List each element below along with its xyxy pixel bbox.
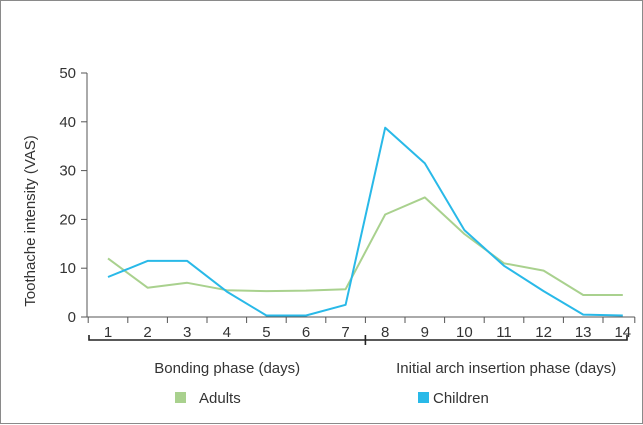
legend-swatch-children (418, 392, 429, 403)
x-tick-label: 9 (421, 324, 429, 341)
legend-label-children: Children (433, 390, 489, 407)
x-tick-label: 5 (262, 324, 270, 341)
x-tick-label: 12 (535, 324, 552, 341)
series-line-children (107, 126, 623, 317)
y-axis-title: Toothache intensity (VAS) (22, 135, 39, 306)
series-line-adults (107, 196, 623, 296)
x-tick-label: 7 (341, 324, 349, 341)
x-tick-label: 14 (614, 324, 631, 341)
legend-swatch-adults (175, 392, 186, 403)
x-tick-label: 1 (104, 324, 112, 341)
x-tick-label: 11 (496, 324, 512, 341)
y-tick-label: 10 (59, 260, 76, 277)
x-tick-label: 8 (381, 324, 389, 341)
phase-bracket (88, 335, 628, 341)
phase-label-arch-insertion: Initial arch insertion phase (days) (396, 360, 616, 377)
x-tick-label: 3 (183, 324, 191, 341)
y-tick-label: 30 (59, 163, 76, 180)
x-tick-label: 13 (575, 324, 592, 341)
y-tick-label: 40 (59, 114, 76, 131)
y-tick-label: 50 (59, 65, 76, 82)
legend-label-adults: Adults (199, 390, 241, 407)
x-tick-label: 10 (456, 324, 473, 341)
y-tick-label: 0 (68, 309, 76, 326)
x-tick-label: 6 (302, 324, 310, 341)
phase-label-bonding: Bonding phase (days) (154, 360, 300, 377)
x-tick-label: 4 (223, 324, 231, 341)
x-tick-label: 2 (143, 324, 151, 341)
y-tick-label: 20 (59, 211, 76, 228)
